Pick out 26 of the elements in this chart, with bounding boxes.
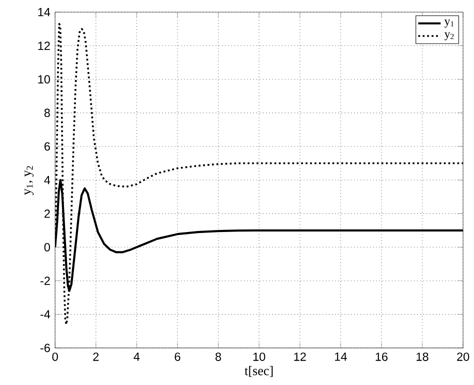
y-tick-label: 14 — [38, 8, 50, 16]
legend-label: y$_{2}$ — [444, 32, 454, 40]
x-tick-label: 4 — [134, 352, 140, 361]
y-tick-label: 8 — [44, 108, 50, 118]
x-tick-label: 14 — [335, 352, 347, 361]
y-tick-label: 12 — [38, 42, 50, 50]
x-tick-label: 12 — [294, 352, 306, 361]
y-tick-label: 0 — [44, 243, 50, 252]
x-tick-label: 20 — [457, 352, 470, 362]
y-axis-title: y$_{1}$, y$_{2}$ — [24, 166, 34, 196]
y-tick-label: -4 — [40, 310, 50, 319]
y-tick-label: -6 — [40, 344, 50, 352]
x-tick-label: 2 — [93, 352, 99, 361]
y-tick-label: 10 — [38, 75, 50, 84]
y-tick-label: -2 — [40, 276, 50, 286]
y-tick-label: 4 — [44, 176, 50, 184]
x-axis-title: t[sec] — [244, 366, 273, 378]
x-tick-label: 0 — [52, 352, 58, 362]
x-tick-label: 16 — [376, 352, 388, 362]
x-tick-label: 10 — [253, 352, 266, 362]
x-tick-label: 6 — [174, 352, 180, 362]
y-tick-label: 2 — [44, 210, 50, 218]
x-tick-label: 8 — [216, 352, 222, 362]
x-tick-label: 18 — [416, 352, 428, 362]
y-tick-label: 6 — [44, 142, 50, 151]
legend-label: y$_{1}$ — [444, 20, 454, 28]
